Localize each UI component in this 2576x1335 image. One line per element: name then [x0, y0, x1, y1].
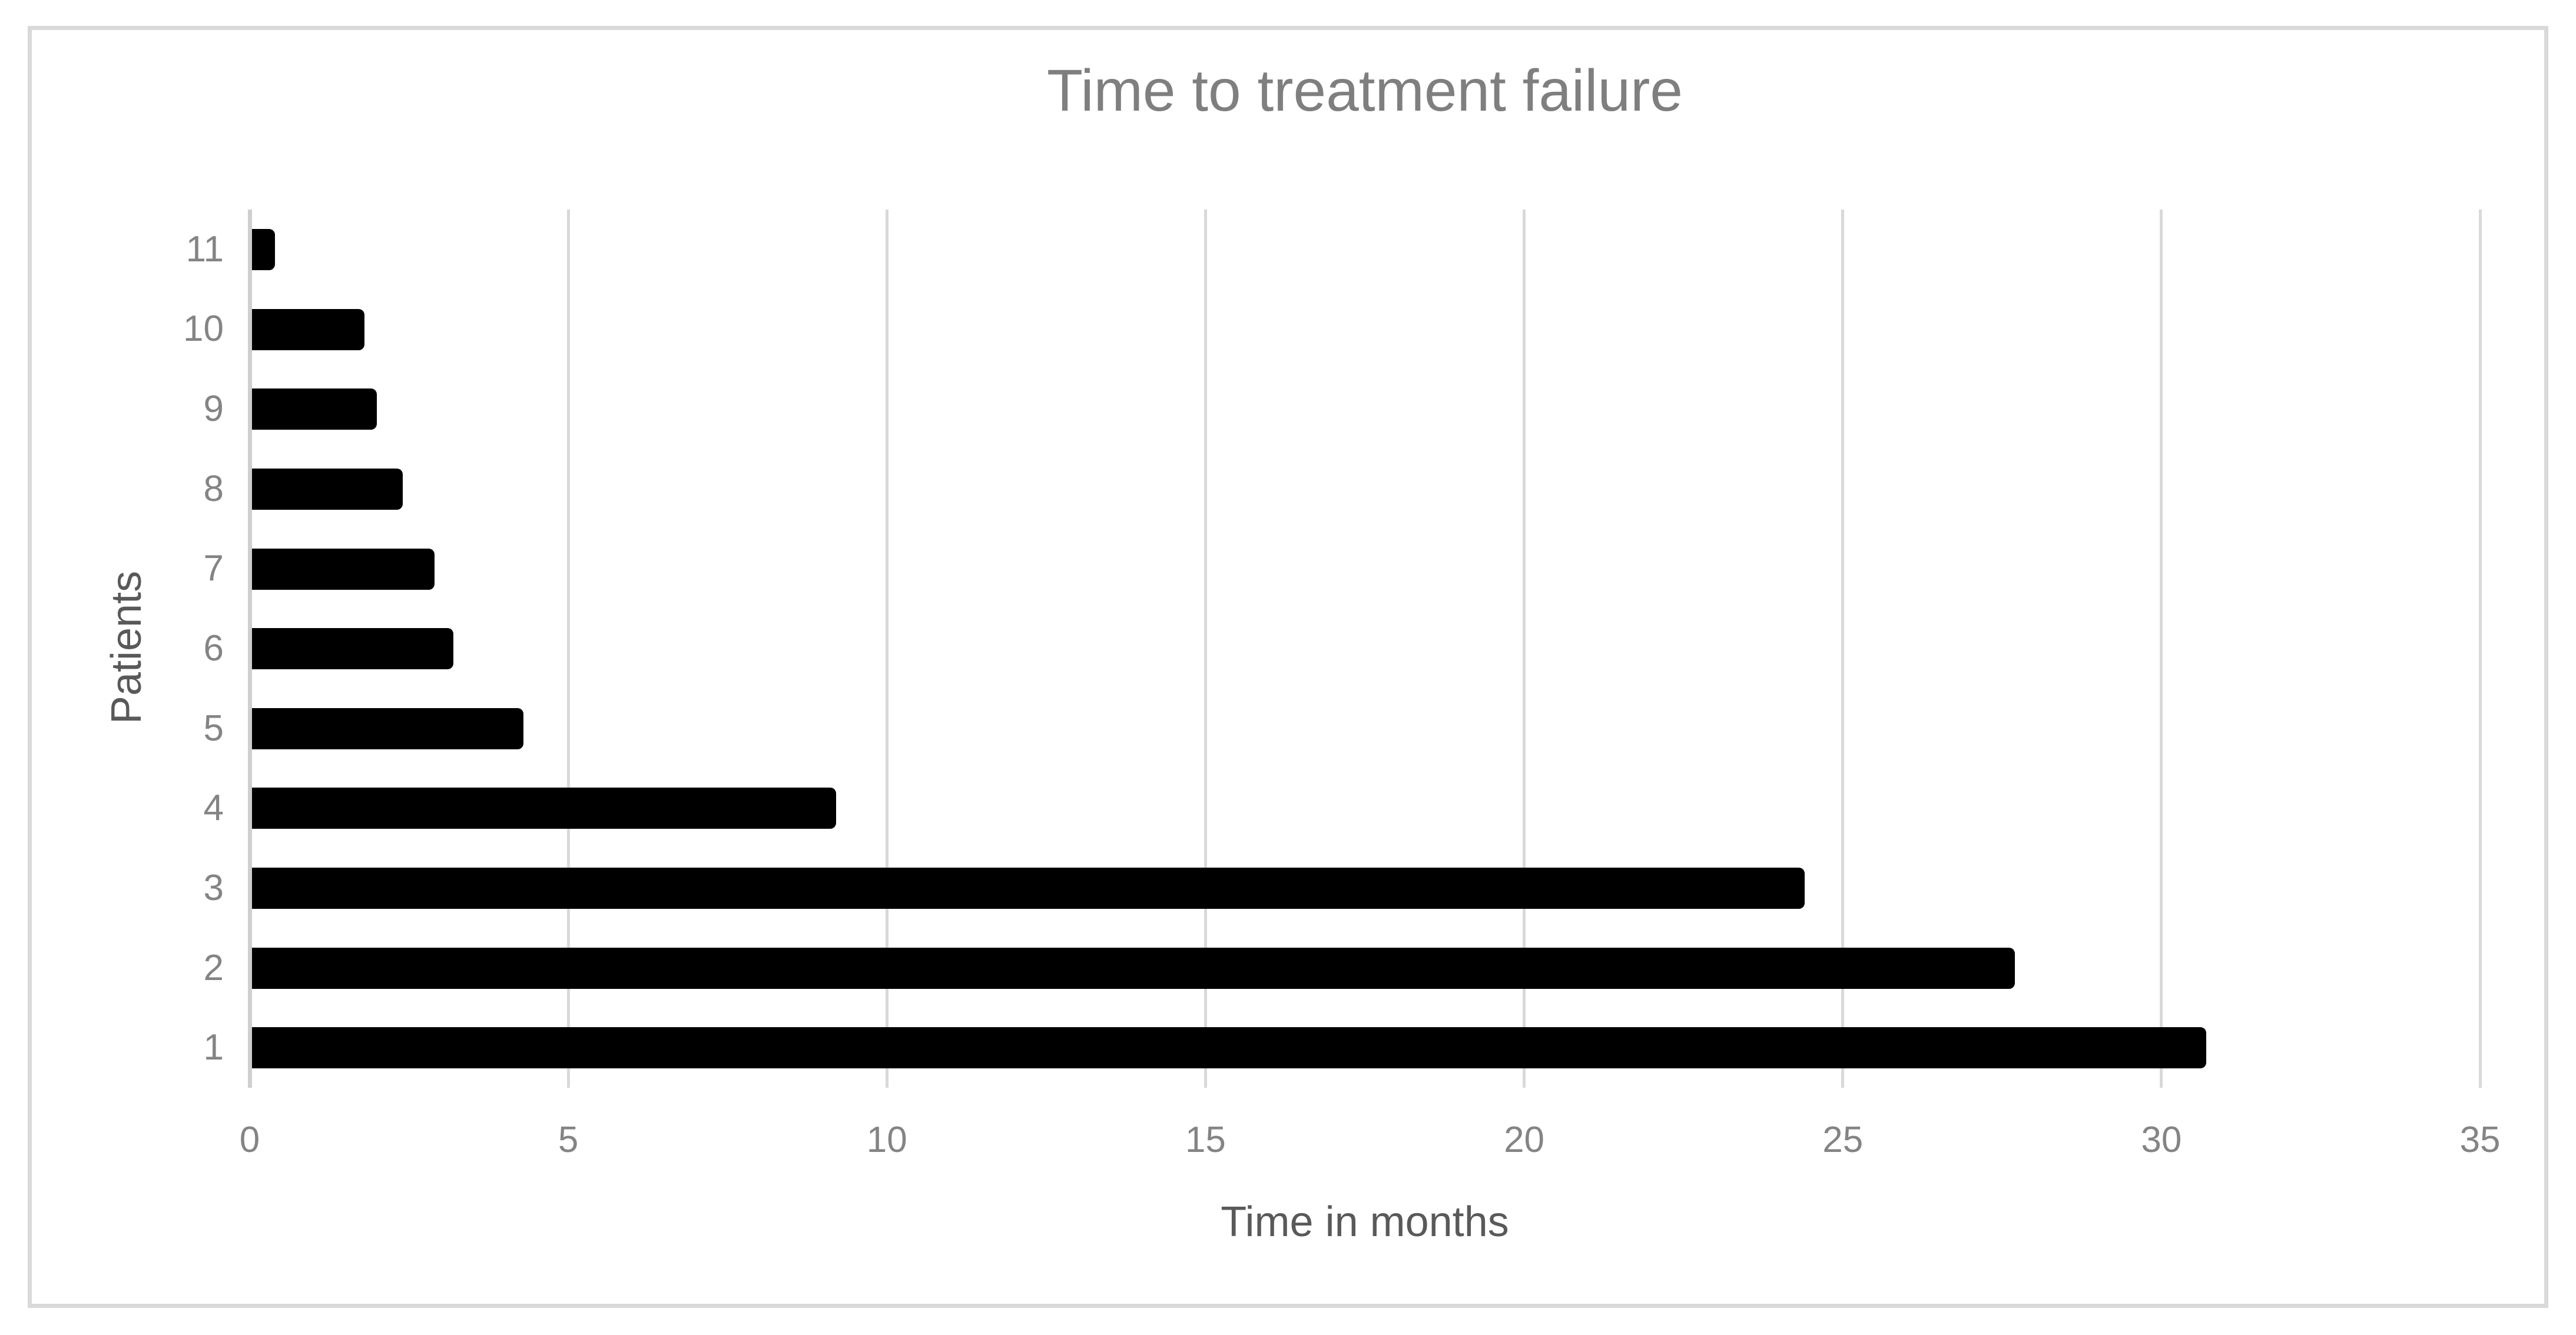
y-tick-label-3: 3 [203, 867, 224, 908]
bar-patient-2 [250, 947, 2015, 989]
x-tick-label-5: 5 [558, 1120, 579, 1160]
gridline-x-20 [1523, 210, 1526, 1088]
x-tick-label-30: 30 [2141, 1120, 2182, 1160]
bar-row-patient-9 [250, 369, 2480, 449]
x-axis-title: Time in months [1221, 1198, 1509, 1246]
bar-patient-9 [250, 388, 377, 430]
bar-row-patient-5 [250, 689, 2480, 769]
y-tick-label-11: 11 [185, 228, 224, 270]
bar-row-patient-2 [250, 928, 2480, 1008]
bar-patient-3 [250, 868, 1805, 909]
x-tick-label-0: 0 [239, 1120, 260, 1160]
y-tick-label-4: 4 [203, 788, 224, 829]
bar-patient-1 [250, 1027, 2206, 1069]
gridline-x-25 [1841, 210, 1845, 1088]
x-tick-label-35: 35 [2459, 1120, 2501, 1160]
gridline-x-10 [885, 210, 888, 1088]
y-tick-label-5: 5 [203, 708, 224, 749]
bar-row-patient-7 [250, 529, 2480, 609]
x-tick-label-20: 20 [1504, 1120, 1545, 1160]
bar-patient-10 [250, 308, 364, 350]
bar-patient-8 [250, 468, 403, 510]
x-tick-label-15: 15 [1185, 1120, 1226, 1160]
bar-patient-11 [250, 229, 276, 270]
bar-row-patient-4 [250, 768, 2480, 848]
gridline-x-35 [2478, 210, 2482, 1088]
gridline-x-15 [1204, 210, 1207, 1088]
bar-row-patient-6 [250, 609, 2480, 689]
bar-patient-7 [250, 548, 435, 590]
bar-row-patient-1 [250, 1008, 2480, 1088]
bar-row-patient-10 [250, 290, 2480, 370]
plot-area [248, 210, 2482, 1088]
bar-row-patient-11 [250, 210, 2480, 290]
bar-row-patient-3 [250, 848, 2480, 928]
y-tick-label-10: 10 [183, 308, 224, 350]
y-tick-label-8: 8 [203, 468, 224, 509]
y-tick-label-7: 7 [203, 548, 224, 589]
bar-row-patient-8 [250, 449, 2480, 529]
y-tick-label-6: 6 [203, 628, 224, 669]
x-tick-label-10: 10 [866, 1120, 907, 1160]
gridline-x-30 [2160, 210, 2163, 1088]
x-tick-label-25: 25 [1822, 1120, 1864, 1160]
bar-patient-4 [250, 788, 836, 829]
bar-patient-5 [250, 708, 524, 749]
y-tick-label-2: 2 [203, 947, 224, 988]
chart-title: Time to treatment failure [1046, 58, 1683, 124]
y-tick-label-9: 9 [203, 388, 224, 430]
bar-patient-6 [250, 628, 454, 670]
gridline-x-5 [566, 210, 570, 1088]
y-tick-label-1: 1 [203, 1027, 224, 1068]
y-axis-line [248, 210, 252, 1088]
